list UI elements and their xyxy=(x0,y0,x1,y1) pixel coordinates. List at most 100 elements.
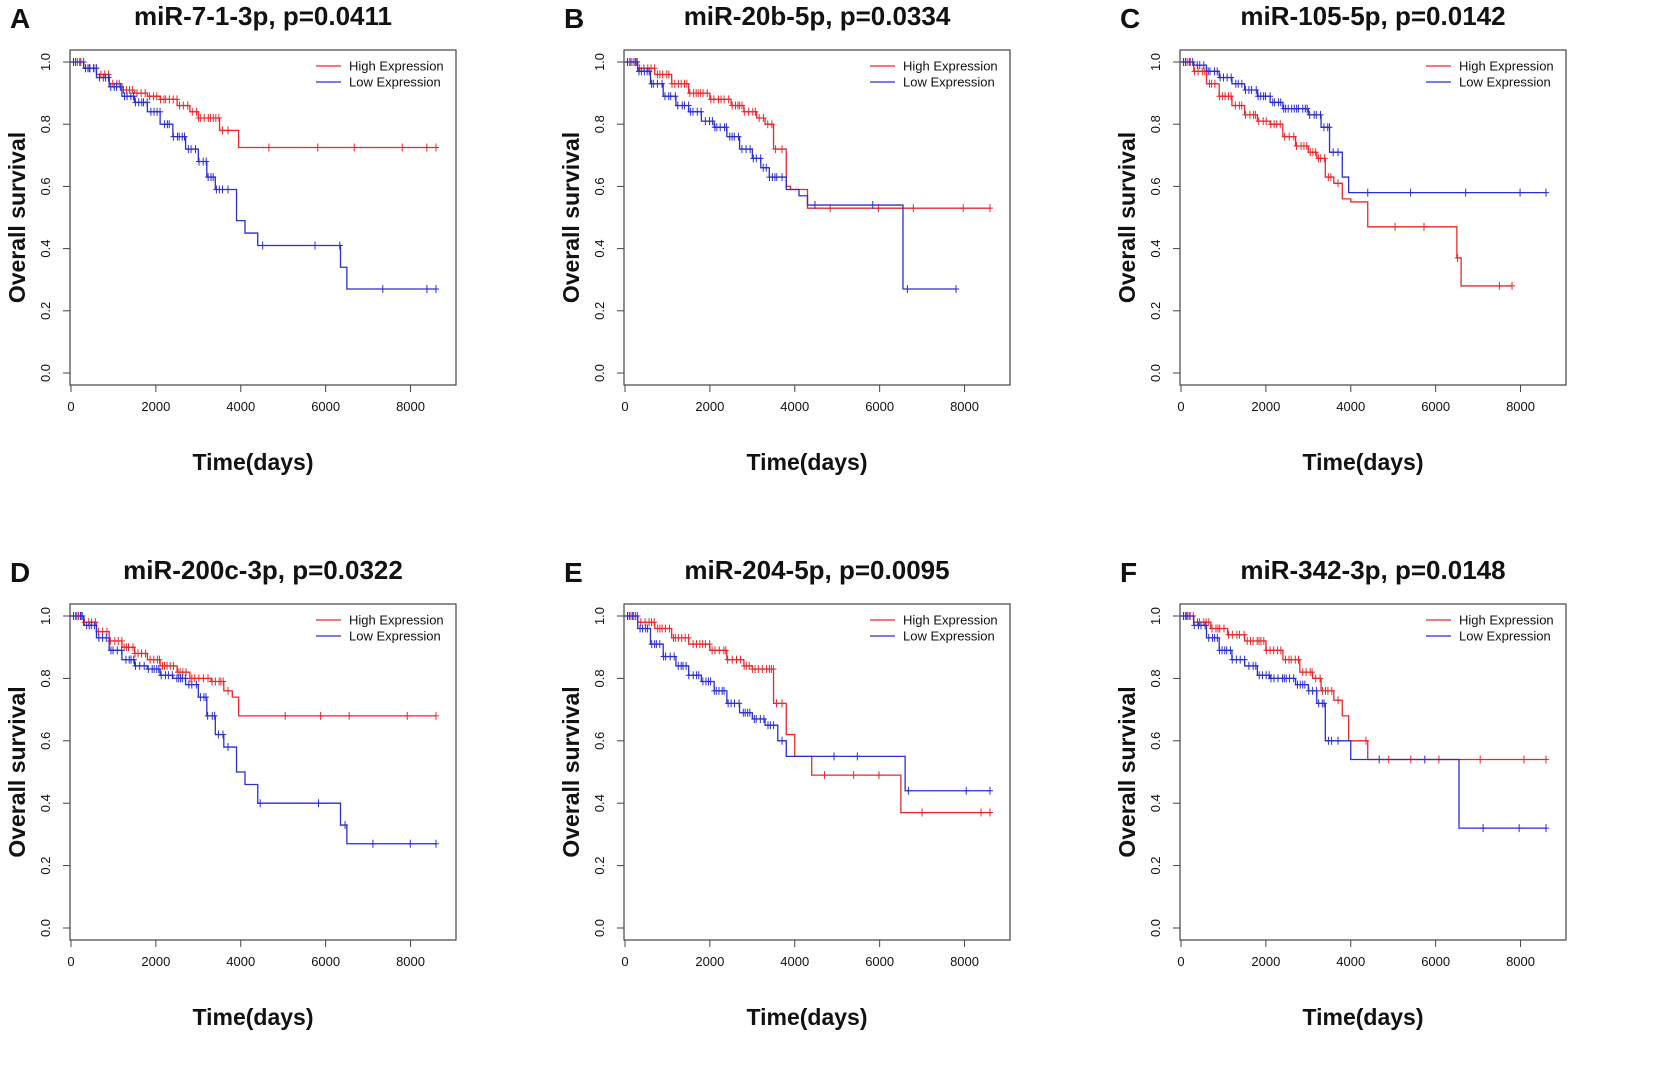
x-axis: 0 2000 4000 6000 8000 xyxy=(621,940,979,969)
censor-mark xyxy=(219,730,226,739)
censor-mark xyxy=(1295,655,1302,664)
censor-mark xyxy=(203,157,210,166)
censor-mark xyxy=(1364,188,1371,197)
censor-mark xyxy=(1189,58,1196,66)
x-tick-label: 6000 xyxy=(311,399,340,414)
series-high-expression xyxy=(70,612,439,720)
chart-title: miR-20b-5p, p=0.0334 xyxy=(684,1,951,31)
censor-mark xyxy=(129,85,136,94)
censor-mark xyxy=(259,241,266,250)
censor-mark xyxy=(311,241,318,250)
censor-mark xyxy=(963,786,970,795)
y-tick-label: 0.0 xyxy=(592,919,607,937)
legend-entry: High Expression xyxy=(903,613,998,628)
censor-mark xyxy=(155,665,162,674)
censor-mark xyxy=(1328,686,1335,695)
censor-mark xyxy=(1202,621,1209,630)
censor-mark xyxy=(644,624,651,633)
censor-mark xyxy=(760,113,767,122)
censor-mark xyxy=(987,204,993,213)
censor-mark xyxy=(1543,755,1549,764)
y-tick-label: 0.8 xyxy=(592,669,607,687)
censor-mark xyxy=(144,98,151,107)
panel-label: F xyxy=(1120,557,1137,588)
censor-mark xyxy=(1277,646,1284,655)
censor-mark xyxy=(1214,633,1221,642)
censor-mark xyxy=(736,699,743,708)
x-tick-label: 6000 xyxy=(311,954,340,969)
y-tick-label: 0.0 xyxy=(1148,919,1163,937)
series-low-expression xyxy=(70,612,439,848)
censor-mark xyxy=(282,711,289,720)
plot-frame xyxy=(69,49,457,386)
x-axis-label: Time(days) xyxy=(192,1004,313,1030)
censor-mark xyxy=(746,708,753,717)
censor-mark xyxy=(987,808,993,817)
censor-mark xyxy=(752,107,759,116)
x-axis: 0 2000 4000 6000 8000 xyxy=(67,940,425,969)
censor-mark xyxy=(1509,281,1516,290)
censor-mark xyxy=(1241,630,1248,639)
x-tick-label: 4000 xyxy=(1336,954,1365,969)
y-tick-label: 0.0 xyxy=(38,919,53,937)
y-axis: 0.0 0.2 0.4 0.6 0.8 1.0 xyxy=(1148,53,1180,382)
y-tick-label: 0.0 xyxy=(1148,364,1163,382)
censor-mark xyxy=(118,636,125,645)
censor-mark xyxy=(1376,755,1383,764)
censor-mark xyxy=(651,618,658,627)
censor-mark xyxy=(685,101,692,110)
censor-mark xyxy=(202,693,209,702)
x-tick-label: 4000 xyxy=(226,954,255,969)
censor-mark xyxy=(987,786,993,795)
censor-mark xyxy=(219,126,226,135)
censor-mark xyxy=(1220,624,1227,633)
censor-mark xyxy=(757,154,764,163)
censor-mark xyxy=(1301,680,1308,689)
censor-mark xyxy=(173,95,180,104)
x-tick-label: 2000 xyxy=(695,399,724,414)
panel-label: B xyxy=(564,3,584,34)
y-tick-label: 0.6 xyxy=(1148,177,1163,195)
x-tick-label: 6000 xyxy=(1421,399,1450,414)
censor-mark xyxy=(170,661,177,670)
censor-mark xyxy=(904,285,911,294)
chart-title: miR-105-5p, p=0.0142 xyxy=(1240,1,1505,31)
censor-mark xyxy=(423,143,430,152)
censor-mark xyxy=(1362,736,1369,745)
y-tick-label: 0.4 xyxy=(38,240,53,258)
survival-curve xyxy=(1181,615,1546,829)
censor-mark xyxy=(79,612,86,620)
y-axis: 0.0 0.2 0.4 0.6 0.8 1.0 xyxy=(38,53,70,382)
censor-mark xyxy=(768,120,775,129)
censor-mark xyxy=(905,786,912,795)
y-tick-label: 0.4 xyxy=(592,240,607,258)
x-axis-label: Time(days) xyxy=(1302,449,1423,475)
censor-mark xyxy=(875,771,882,780)
survival-curve xyxy=(625,61,957,290)
censor-mark xyxy=(779,145,786,154)
censor-mark xyxy=(184,101,191,110)
censor-mark xyxy=(225,686,232,695)
series-low-expression xyxy=(70,58,439,294)
y-tick-label: 0.2 xyxy=(1148,302,1163,320)
censor-mark xyxy=(1200,61,1207,70)
censor-mark xyxy=(129,643,136,652)
y-axis: 0.0 0.2 0.4 0.6 0.8 1.0 xyxy=(592,607,624,937)
censor-mark xyxy=(192,145,199,154)
censor-mark xyxy=(709,117,716,126)
censor-mark xyxy=(685,633,692,642)
legend-entry: Low Expression xyxy=(349,629,441,644)
censor-mark xyxy=(1260,636,1267,645)
y-tick-label: 0.6 xyxy=(38,177,53,195)
censor-mark xyxy=(118,646,125,655)
censor-mark xyxy=(314,143,321,152)
censor-mark xyxy=(960,204,967,213)
series-low-expression xyxy=(1180,612,1549,833)
censor-mark xyxy=(811,201,818,210)
y-tick-label: 0.2 xyxy=(38,302,53,320)
censor-mark xyxy=(869,201,876,210)
